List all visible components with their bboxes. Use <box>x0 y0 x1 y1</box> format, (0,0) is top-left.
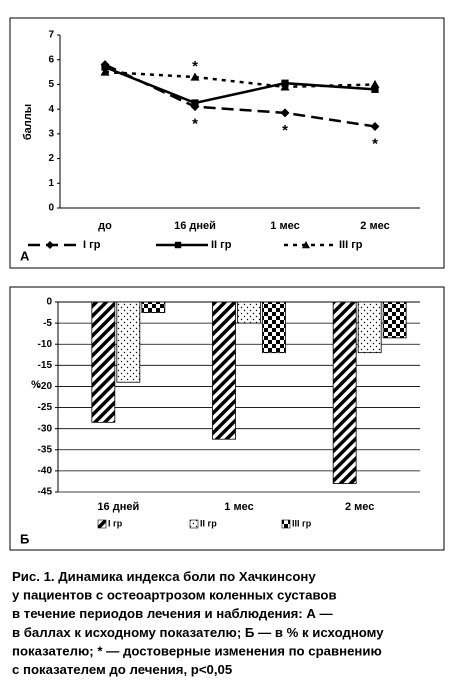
y-tick-label: 7 <box>48 30 54 41</box>
legend-swatch <box>189 519 199 529</box>
marker <box>370 121 380 131</box>
y-tick-label: 3 <box>48 128 54 139</box>
series-line <box>104 70 376 89</box>
caption-line: показателю; * — достоверные изменения по… <box>12 643 382 658</box>
legend-label: I гр <box>108 518 123 528</box>
marker <box>280 108 290 118</box>
bar <box>262 301 286 354</box>
y-tick-label: -30 <box>38 423 53 434</box>
y-tick-label: -10 <box>38 339 53 350</box>
x-tick-label: 16 дней <box>97 501 139 513</box>
y-tick-label: -20 <box>38 381 53 392</box>
legend-label: II гр <box>200 518 217 528</box>
series-line <box>104 63 376 128</box>
y-axis-label: % <box>31 379 41 391</box>
y-tick-label: -25 <box>38 402 53 413</box>
bar <box>332 301 357 484</box>
marker <box>370 79 380 89</box>
bar <box>141 301 166 313</box>
y-tick-label: -35 <box>38 444 53 455</box>
y-tick-label: -5 <box>43 318 52 329</box>
marker <box>371 85 379 93</box>
series-line <box>104 65 376 105</box>
marker <box>280 82 290 91</box>
x-tick-label: 2 мес <box>345 501 374 513</box>
legend-label: III гр <box>339 239 363 251</box>
bar <box>212 301 236 440</box>
legend-label: III гр <box>292 518 312 528</box>
legend-swatch <box>97 519 107 529</box>
caption-line: Рис. 1. Динамика индекса боли по Хачкинс… <box>12 569 316 584</box>
marker <box>174 241 182 249</box>
x-tick-label: до <box>98 220 112 232</box>
bar <box>382 301 407 339</box>
marker <box>191 99 199 107</box>
caption-line: в баллах к исходному показателю; Б — в %… <box>12 625 384 640</box>
y-tick-label: 5 <box>48 79 54 90</box>
marker <box>302 241 310 249</box>
caption-line: с показателем до лечения, p<0,05 <box>12 662 232 677</box>
x-tick-label: 2 мес <box>360 220 389 232</box>
marker <box>46 241 54 249</box>
bar <box>116 301 141 383</box>
panel-label: Б <box>20 531 29 546</box>
marker <box>100 67 110 76</box>
y-tick-label: 4 <box>48 104 54 115</box>
panel-frame <box>9 17 445 269</box>
y-tick-label: 1 <box>48 178 54 189</box>
legend-label: II гр <box>211 239 232 251</box>
annotation: * <box>192 58 198 75</box>
y-tick-label: -15 <box>38 360 53 371</box>
y-tick-label: 2 <box>48 153 54 164</box>
x-tick-label: 1 мес <box>270 220 299 232</box>
y-tick-label: -45 <box>38 487 53 498</box>
annotation: * <box>372 135 378 152</box>
annotation: * <box>192 116 198 133</box>
panel-label: А <box>20 248 30 263</box>
x-tick-label: 1 мес <box>224 501 253 513</box>
caption-line: у пациентов с остеоартрозом коленных сус… <box>12 588 337 603</box>
y-tick-label: 0 <box>48 203 54 214</box>
bar <box>91 301 116 423</box>
bar <box>357 301 382 354</box>
legend-label: I гр <box>83 239 101 251</box>
x-tick-label: 16 дней <box>174 220 216 232</box>
y-axis-label: баллы <box>22 104 34 140</box>
marker <box>101 63 109 71</box>
legend-swatch <box>281 519 291 529</box>
bar <box>237 301 261 324</box>
annotation: * <box>282 122 288 139</box>
caption-line: в течение периодов лечения и наблюдения:… <box>12 606 334 621</box>
panel-frame <box>9 286 445 551</box>
y-tick-label: 6 <box>48 54 54 65</box>
marker <box>190 72 200 81</box>
y-tick-label: -40 <box>38 466 53 477</box>
y-tick-label: 0 <box>46 297 52 308</box>
